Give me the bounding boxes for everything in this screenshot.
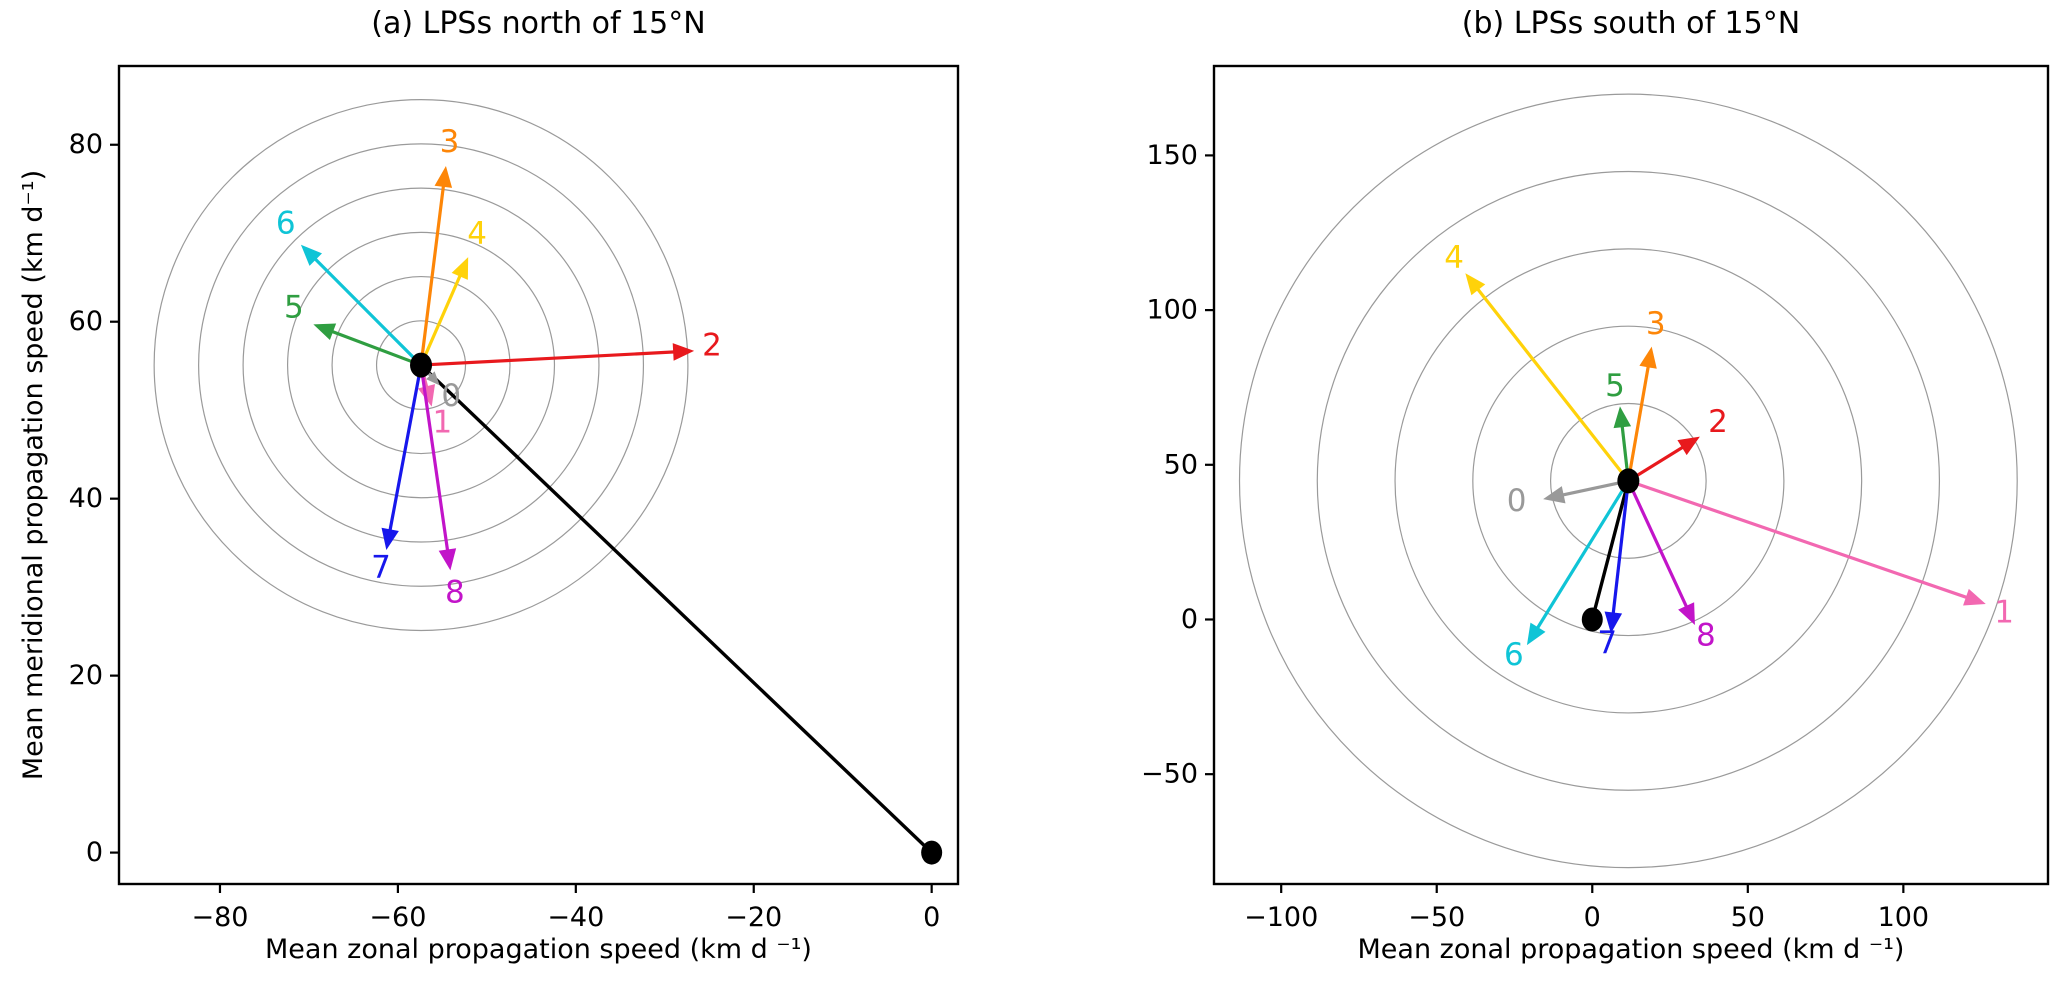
panel-a-arrow-shaft-6 bbox=[313, 257, 423, 367]
panel-a-ring-2 bbox=[286, 231, 556, 499]
panel-a-arrow-head-5 bbox=[313, 323, 337, 341]
panel-a-arrow-label-3: 3 bbox=[440, 124, 460, 160]
panel-a-arrow-shaft-5 bbox=[330, 329, 422, 367]
panel-b-arrow-shaft-6 bbox=[1535, 480, 1630, 630]
panel-b-arrow-head-1 bbox=[1963, 588, 1986, 606]
panel-b-x-tick-label: −50 bbox=[1408, 902, 1465, 933]
panel-b-arrow-label-5: 5 bbox=[1605, 368, 1625, 404]
panel-a-arrow-label-0: 0 bbox=[441, 378, 461, 414]
panel-b-arrow-label-2: 2 bbox=[1708, 404, 1728, 440]
panel-a-y-tick-label: 20 bbox=[69, 660, 103, 691]
panel-a-arrow-shaft-4 bbox=[419, 273, 463, 366]
panel-b-y-tick-label: 150 bbox=[1146, 140, 1198, 171]
panel-b-arrow-head-6 bbox=[1526, 622, 1546, 646]
panel-b-arrow-label-0: 0 bbox=[1507, 483, 1527, 519]
panel-a-arrow-label-5: 5 bbox=[284, 290, 304, 326]
panel-b-ring-0 bbox=[1549, 402, 1707, 559]
panel-b-hub-dot bbox=[1617, 468, 1640, 494]
panel-a-y-tick-label: 40 bbox=[69, 483, 103, 514]
panel-b-ring-2 bbox=[1394, 248, 1863, 714]
panel-b-ring-4 bbox=[1238, 93, 2018, 869]
panel-b-axes-box bbox=[1212, 64, 2050, 886]
panel-a-origin-dot bbox=[921, 840, 943, 865]
panel-a-y-tick-label: 80 bbox=[69, 129, 103, 160]
panel-a-arrow-head-4 bbox=[451, 257, 469, 280]
panel-b-xlabel: Mean zonal propagation speed (km d ⁻¹) bbox=[1357, 934, 1905, 965]
panel-a-mean-track-line bbox=[419, 363, 933, 854]
panel-a-arrow-head-2 bbox=[672, 343, 695, 361]
panel-a-axes-box bbox=[117, 64, 960, 886]
panel-a-title: (a) LPSs north of 15°N bbox=[371, 6, 706, 41]
panel-a-ring-3 bbox=[242, 187, 600, 543]
panel-b-y-tick-label: 0 bbox=[1181, 604, 1198, 635]
panel-a-xlabel: Mean zonal propagation speed (km d ⁻¹) bbox=[265, 934, 812, 965]
panel-a-arrow-shaft-8 bbox=[419, 364, 450, 552]
panel-b-y-tick-label: 100 bbox=[1146, 295, 1198, 326]
panel-a-x-tick-label: −20 bbox=[725, 902, 782, 933]
panel-b-arrow-shaft-3 bbox=[1626, 365, 1651, 482]
panel-b-arrow-head-7 bbox=[1604, 611, 1623, 634]
panel-b-arrow-label-6: 6 bbox=[1504, 637, 1524, 673]
panel-b-x-tick-label: 100 bbox=[1878, 902, 1930, 933]
panel-b-arrow-label-8: 8 bbox=[1696, 618, 1716, 654]
panel-b-arrow-shaft-4 bbox=[1475, 287, 1630, 482]
panel-b-x-tick-label: −100 bbox=[1244, 902, 1318, 933]
panel-a-arrow-shaft-3 bbox=[419, 184, 446, 366]
panel-a-arrow-head-8 bbox=[438, 548, 457, 571]
panel-a-hub-dot bbox=[410, 352, 433, 378]
panel-a-y-tick-label: 60 bbox=[69, 306, 103, 337]
panel-a-arrow-label-2: 2 bbox=[702, 328, 722, 364]
panel-a-arrow-head-0 bbox=[426, 371, 440, 386]
panel-b-arrow-shaft-7 bbox=[1611, 480, 1630, 615]
panel-b-arrow-shaft-1 bbox=[1627, 479, 1969, 600]
panel-a-x-tick-label: 0 bbox=[923, 902, 940, 933]
panel-a-ring-4 bbox=[198, 143, 645, 587]
panel-b-arrow-head-5 bbox=[1613, 406, 1632, 429]
panel-b-arrow-label-1: 1 bbox=[1994, 595, 2014, 631]
panel-b-ring-1 bbox=[1472, 325, 1785, 637]
panel-b-title: (b) LPSs south of 15°N bbox=[1461, 6, 1801, 41]
panel-b-arrow-label-4: 4 bbox=[1444, 240, 1464, 276]
panel-b-arrow-head-4 bbox=[1465, 273, 1486, 296]
panel-b-arrow-head-0 bbox=[1543, 486, 1566, 504]
panel-a-arrow-head-6 bbox=[300, 244, 323, 266]
panel-a-x-tick-label: −40 bbox=[547, 902, 604, 933]
panel-a-arrow-label-8: 8 bbox=[445, 574, 465, 610]
panel-a-ring-5 bbox=[153, 99, 689, 632]
panel-a-arrow-label-6: 6 bbox=[276, 205, 296, 241]
panel-a-arrow-head-7 bbox=[381, 527, 399, 550]
panel-a-arrow-label-1: 1 bbox=[433, 405, 453, 441]
panel-b-arrow-head-2 bbox=[1677, 436, 1700, 456]
panel-a-arrow-label-7: 7 bbox=[371, 550, 391, 586]
panel-b-arrow-head-8 bbox=[1678, 602, 1695, 626]
panel-a-arrow-shaft-7 bbox=[388, 364, 423, 532]
panel-b-arrow-shaft-8 bbox=[1626, 480, 1689, 609]
panel-b-arrow-label-7: 7 bbox=[1597, 625, 1617, 661]
panel-b-y-tick-label: 50 bbox=[1164, 449, 1198, 480]
panel-b-x-tick-label: 0 bbox=[1584, 902, 1601, 933]
panel-b-origin-dot bbox=[1581, 607, 1603, 632]
panel-a-y-tick-label: 0 bbox=[86, 837, 103, 868]
panel-b-ring-3 bbox=[1316, 170, 1941, 791]
panel-a-ring-1 bbox=[331, 275, 511, 455]
panel-b-mean-track-line bbox=[1590, 480, 1631, 620]
panel-b-x-tick-label: 50 bbox=[1731, 902, 1765, 933]
panel-a-arrow-shaft-2 bbox=[420, 350, 676, 367]
panel-b-arrow-label-3: 3 bbox=[1646, 306, 1666, 342]
panel-a-x-tick-label: −80 bbox=[191, 902, 248, 933]
panel-b-arrow-head-3 bbox=[1639, 346, 1657, 369]
panel-b-arrow-shaft-0 bbox=[1561, 479, 1629, 497]
panel-a-arrow-head-3 bbox=[434, 165, 453, 188]
panel-a-ring-0 bbox=[375, 320, 467, 410]
panel-a-x-tick-label: −60 bbox=[369, 902, 426, 933]
panel-b-y-tick-label: −50 bbox=[1141, 759, 1198, 790]
panel-a-arrow-label-4: 4 bbox=[467, 216, 487, 252]
